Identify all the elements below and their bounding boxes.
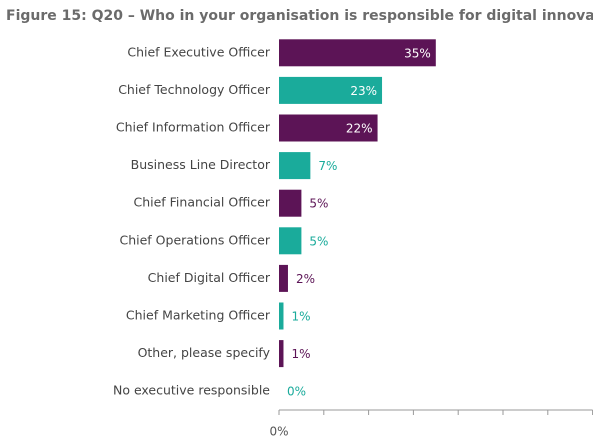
bar — [279, 227, 302, 255]
value-label: 1% — [291, 347, 310, 361]
category-label: Chief Financial Officer — [133, 195, 270, 210]
value-label: 0% — [287, 385, 306, 399]
chart-title: Figure 15: Q20 – Who in your organisatio… — [6, 8, 593, 24]
category-label: Chief Marketing Officer — [126, 308, 271, 323]
category-label: Chief Information Officer — [116, 120, 271, 135]
category-label: Chief Technology Officer — [118, 82, 271, 97]
value-label: 22% — [346, 122, 373, 136]
value-label: 7% — [318, 159, 337, 173]
category-label: No executive responsible — [113, 383, 270, 398]
bar — [279, 302, 284, 330]
category-label: Chief Digital Officer — [148, 270, 271, 285]
value-label: 5% — [309, 234, 328, 248]
x-tick-label: 0% — [269, 425, 288, 439]
bar — [279, 264, 288, 292]
bar — [279, 39, 436, 67]
category-label: Business Line Director — [131, 157, 271, 172]
category-label: Other, please specify — [138, 345, 271, 360]
bar — [279, 76, 383, 104]
bar — [279, 340, 284, 368]
value-label: 1% — [291, 310, 310, 324]
value-label: 5% — [309, 197, 328, 211]
bar — [279, 114, 378, 142]
category-label: Chief Operations Officer — [119, 232, 270, 247]
category-label: Chief Executive Officer — [127, 44, 271, 59]
value-label: 35% — [404, 46, 431, 60]
bar — [279, 152, 311, 180]
bar — [279, 189, 302, 217]
value-label: 23% — [350, 84, 377, 98]
value-label: 2% — [296, 272, 315, 286]
